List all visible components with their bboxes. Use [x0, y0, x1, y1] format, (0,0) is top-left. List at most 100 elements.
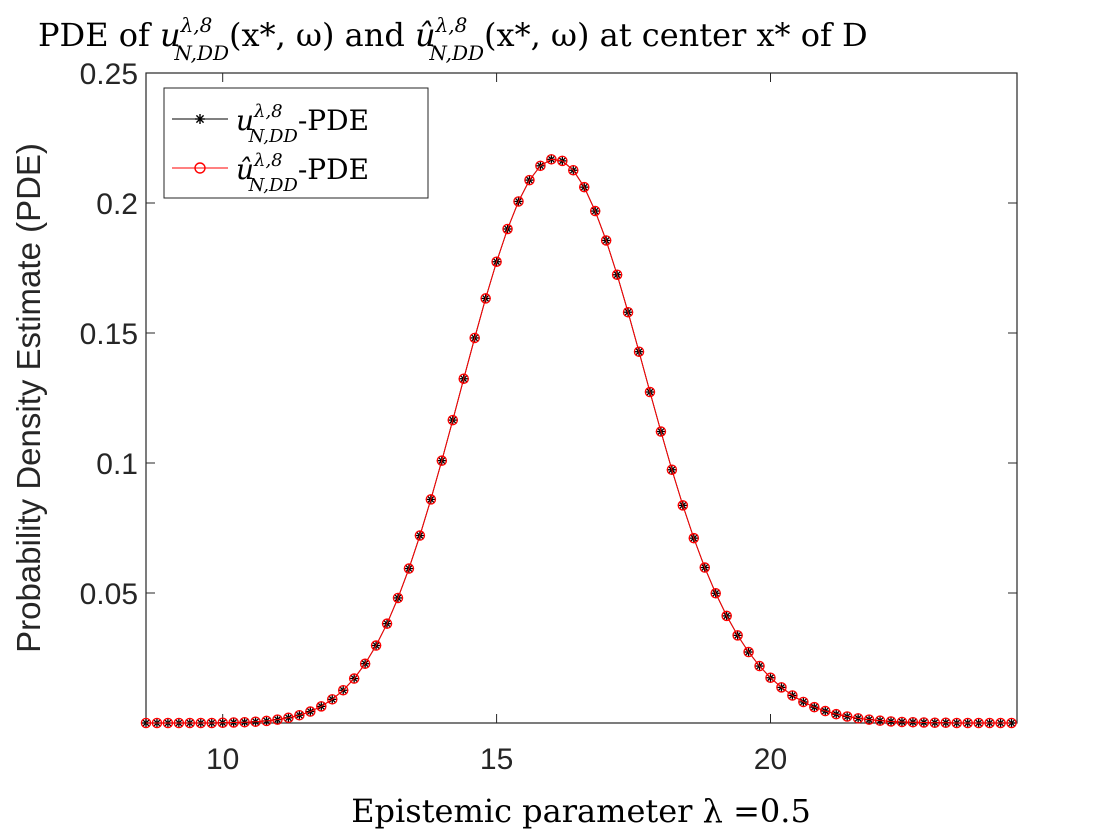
- data-point: [217, 717, 228, 728]
- y-tick-label: 0.05: [80, 578, 138, 611]
- series-line: [146, 158, 1012, 724]
- legend: uλ,8 N,DD-PDE ûλ,8 N,DD-PDE: [163, 87, 429, 199]
- data-point: [622, 306, 634, 318]
- data-point: [863, 714, 875, 725]
- data-point: [491, 256, 502, 268]
- data-point: [721, 610, 732, 622]
- x-axis-label: Epistemic parameter λ =0.5: [351, 792, 811, 830]
- data-point: [907, 716, 919, 728]
- y-axis-ticks: 0.05 0.1 0.15 0.2 0.25: [80, 58, 1017, 611]
- data-point: [502, 223, 513, 235]
- data-point: [896, 716, 908, 728]
- data-point: [688, 532, 700, 544]
- data-point: [480, 293, 491, 304]
- data-point: [1006, 717, 1017, 729]
- x-tick-label: 10: [206, 743, 239, 776]
- series-circle: [140, 154, 1017, 729]
- legend-marker-asterisk: [195, 114, 205, 124]
- data-point: [195, 717, 207, 729]
- data-point: [239, 716, 250, 728]
- data-point: [600, 235, 612, 246]
- legend-entry-u: uλ,8 N,DD-PDE: [172, 101, 369, 147]
- legend-label-u-hat: ûλ,8 N,DD-PDE: [236, 150, 369, 196]
- data-point: [184, 717, 196, 729]
- data-point: [447, 414, 459, 426]
- data-point: [326, 694, 338, 705]
- data-point: [425, 494, 437, 505]
- y-axis-label: Probability Density Estimate (PDE): [10, 143, 47, 653]
- y-tick-label: 0.2: [96, 188, 138, 221]
- data-point: [272, 714, 283, 725]
- data-point: [787, 690, 798, 701]
- y-tick-label: 0.25: [80, 58, 138, 91]
- data-point: [633, 346, 645, 357]
- data-point: [951, 717, 962, 729]
- data-point: [809, 701, 820, 713]
- data-point: [666, 464, 678, 476]
- data-point: [524, 174, 535, 186]
- data-point: [655, 426, 667, 437]
- data-point: [283, 712, 294, 724]
- data-point: [929, 717, 941, 728]
- data-point: [316, 701, 327, 712]
- data-point: [918, 717, 930, 728]
- data-point: [513, 196, 524, 207]
- legend-box: [163, 87, 429, 199]
- data-point: [140, 717, 152, 729]
- data-point: [261, 715, 272, 727]
- series-layer: [140, 154, 1017, 729]
- x-tick-label: 15: [480, 743, 513, 776]
- data-point: [294, 709, 305, 721]
- data-point: [885, 716, 897, 727]
- data-point: [677, 500, 689, 511]
- data-point: [830, 708, 842, 720]
- data-point: [535, 160, 546, 172]
- data-point: [403, 563, 415, 574]
- data-point: [305, 706, 316, 717]
- data-point: [557, 155, 568, 167]
- data-point: [392, 592, 404, 604]
- data-point: [359, 658, 371, 669]
- data-point: [776, 682, 787, 693]
- data-point: [469, 332, 480, 344]
- data-point: [370, 640, 382, 651]
- data-point: [173, 717, 185, 729]
- data-point: [962, 717, 973, 729]
- data-point: [546, 154, 557, 165]
- data-point: [228, 717, 239, 728]
- data-point: [348, 673, 360, 684]
- data-point: [765, 672, 776, 684]
- data-point: [644, 386, 656, 398]
- y-tick-label: 0.15: [80, 318, 138, 351]
- data-point: [973, 717, 984, 729]
- legend-entry-u-hat: ûλ,8 N,DD-PDE: [172, 150, 369, 196]
- data-point: [984, 717, 995, 729]
- data-point: [151, 717, 163, 729]
- y-tick-label: 0.1: [96, 448, 138, 481]
- x-axis-ticks: 10 15 20: [206, 73, 787, 776]
- chart-title: PDE of uλ,8 N,DD(x*, ω) and ûλ,8 N,DD(x*, …: [38, 13, 868, 65]
- data-point: [568, 164, 579, 176]
- data-point: [381, 618, 393, 629]
- data-point: [589, 205, 601, 217]
- data-point: [798, 696, 809, 708]
- data-point: [743, 646, 754, 658]
- data-point: [732, 630, 743, 641]
- data-point: [820, 705, 831, 717]
- data-point: [337, 684, 349, 696]
- data-point: [250, 716, 261, 727]
- data-point: [458, 373, 469, 385]
- data-point: [578, 181, 590, 193]
- legend-marker-circle: [194, 162, 206, 174]
- data-point: [841, 711, 853, 722]
- data-point: [940, 717, 952, 728]
- data-point: [699, 562, 711, 573]
- data-point: [162, 717, 174, 729]
- data-point: [611, 269, 623, 281]
- legend-label-u: uλ,8 N,DD-PDE: [236, 101, 369, 147]
- data-point: [206, 717, 217, 729]
- data-point: [414, 530, 426, 541]
- data-point: [436, 455, 448, 466]
- data-point: [995, 717, 1006, 729]
